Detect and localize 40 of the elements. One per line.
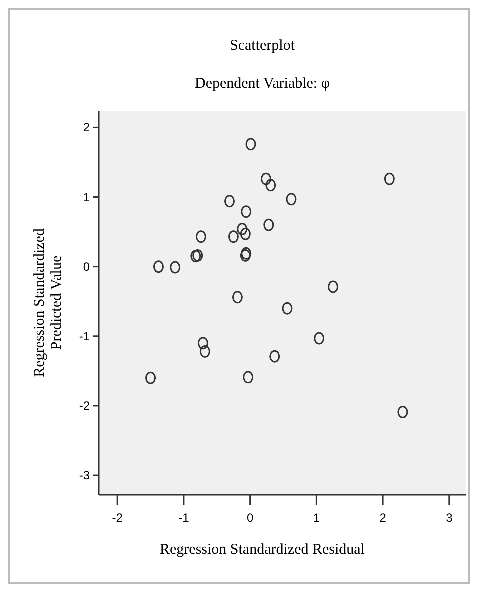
y-tick-label: 2 <box>83 120 90 135</box>
point <box>224 195 235 208</box>
point <box>260 172 272 186</box>
point <box>264 218 274 232</box>
x-tick-label: -2 <box>112 511 124 525</box>
point <box>153 260 164 274</box>
point <box>286 193 297 206</box>
point <box>170 261 181 274</box>
x-tick-label: 2 <box>380 511 387 525</box>
point <box>398 406 408 418</box>
x-axis-title: Regression Standardized Residual <box>160 542 365 558</box>
chart-subtitle: Dependent Variable: φ <box>195 76 330 92</box>
point <box>237 223 248 236</box>
point <box>314 332 325 345</box>
y-tick-label: 1 <box>83 190 90 204</box>
x-tick-label: 1 <box>313 511 320 525</box>
y-axis-title: Regression Standardized Predicted Value <box>32 228 65 378</box>
point <box>282 302 293 315</box>
point <box>228 230 239 244</box>
point <box>328 280 339 294</box>
y-tick-label: -3 <box>79 468 90 483</box>
point <box>146 372 156 384</box>
point <box>196 230 206 244</box>
point <box>240 228 251 240</box>
point <box>232 291 243 304</box>
point <box>246 138 256 151</box>
point <box>200 345 210 358</box>
chart-title: Scatterplot <box>230 38 296 54</box>
point <box>198 337 208 350</box>
x-tick-label: -1 <box>178 511 190 525</box>
point <box>243 371 254 384</box>
point <box>241 206 252 218</box>
y-tick-label: 0 <box>83 260 90 274</box>
y-tick-label: -2 <box>79 398 90 413</box>
point <box>270 350 280 363</box>
x-tick-label: 3 <box>446 511 454 525</box>
x-tick-label: 0 <box>246 511 254 525</box>
y-tick-label: -1 <box>79 329 90 344</box>
point <box>384 172 395 186</box>
point <box>266 179 276 192</box>
